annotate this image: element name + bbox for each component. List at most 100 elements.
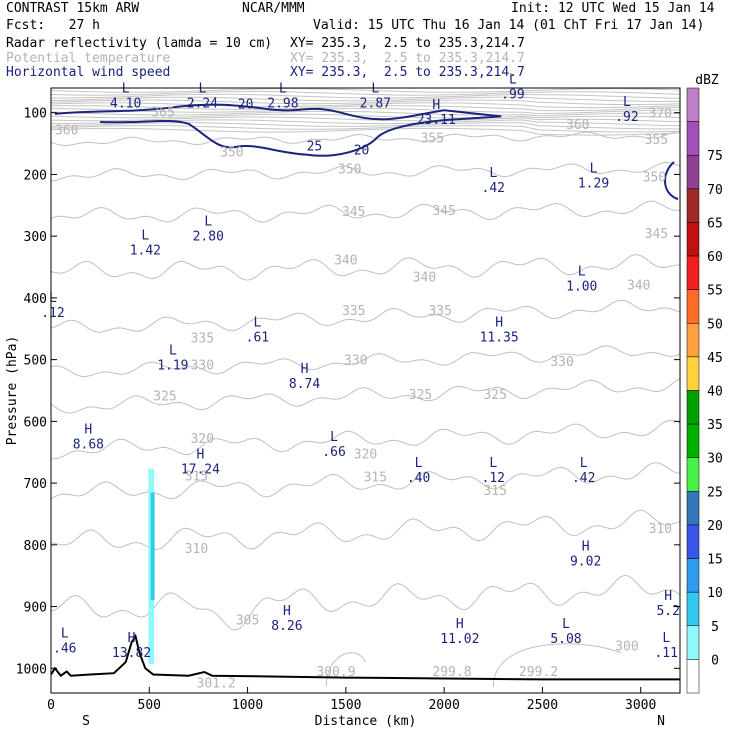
extremum-value: .92 — [615, 110, 638, 125]
theta-label: 355 — [421, 131, 444, 146]
theta-label: 355 — [645, 133, 668, 148]
theta-contour-335 — [50, 299, 681, 333]
extremum-type: H — [664, 589, 672, 604]
extremum-value: .99 — [501, 88, 524, 103]
colorbar-level-label: 45 — [707, 351, 723, 366]
colorbar-level-label: 30 — [707, 452, 723, 467]
colorbar-level-label: 65 — [707, 216, 723, 231]
theta-label: 345 — [645, 227, 668, 242]
extremum-type: L — [253, 315, 261, 330]
theta-contour — [50, 99, 681, 105]
colorbar-level-label: 15 — [707, 553, 723, 568]
theta-contour-355 — [50, 130, 681, 147]
colorbar-cell — [686, 222, 700, 257]
theta-contour — [50, 127, 681, 136]
theta-label: 320 — [354, 447, 377, 462]
colorbar-cell — [686, 591, 700, 627]
theta-label: 300 — [615, 639, 638, 654]
extremum-value: 2.87 — [360, 96, 391, 111]
colorbar-level-label: 35 — [707, 418, 723, 433]
extremum-type: L — [49, 291, 57, 306]
endpoint-right: N — [657, 714, 665, 729]
extremum-type: L — [122, 81, 130, 96]
theta-contour-350 — [50, 162, 681, 182]
theta-contour — [50, 102, 681, 109]
colorbar-level-label: 70 — [707, 183, 723, 198]
extremum-value: 2.80 — [193, 230, 224, 245]
theta-label: 350 — [220, 146, 243, 161]
extremum-value: 5.08 — [550, 632, 581, 647]
extremum-type: H — [84, 423, 92, 438]
colorbar-cell — [686, 423, 700, 458]
extremum-value: .11 — [654, 646, 677, 661]
theta-label: 345 — [342, 205, 365, 220]
extremum-type: L — [198, 81, 206, 96]
endpoint-left: S — [82, 714, 90, 729]
theta-label: 335 — [342, 304, 365, 319]
colorbar-cell — [686, 255, 700, 290]
theta-label: 370 — [649, 107, 672, 122]
extremum-type: H — [128, 631, 136, 646]
extremum-type: L — [279, 81, 287, 96]
colorbar-level-label: 60 — [707, 250, 723, 265]
field-xy-reflectivity: XY= 235.3, 2.5 to 235.3,214.7 — [290, 36, 525, 51]
theta-label: 330 — [191, 359, 214, 374]
extremum-type: L — [590, 162, 598, 177]
wind-label: 20 — [354, 144, 370, 159]
theta-contour — [50, 110, 681, 117]
theta-contour — [50, 116, 681, 123]
extremum-type: L — [415, 456, 423, 471]
x-tick-label: 2500 — [527, 698, 558, 713]
extremum-value: 5.2 — [656, 604, 679, 619]
theta-contour-305 — [50, 574, 681, 631]
x-axis-label: Distance (km) — [315, 714, 417, 729]
extremum-value: 11.02 — [440, 632, 479, 647]
colorbar-level-label: 5 — [711, 620, 719, 635]
theta-contour — [50, 124, 681, 133]
theta-contour — [50, 122, 681, 130]
theta-label: 301.2 — [197, 677, 236, 692]
field-xy-theta: XY= 235.3, 2.5 to 235.3,214.7 — [290, 51, 525, 66]
y-axis-label: Pressure (hPa) — [5, 336, 20, 446]
theta-label: 325 — [153, 389, 176, 404]
theta-contour-315 — [50, 462, 681, 500]
extremum-value: .42 — [482, 181, 505, 196]
theta-label: 330 — [550, 355, 573, 370]
field-name-reflectivity: Radar reflectivity (lamda = 10 cm) — [6, 36, 273, 51]
theta-contour-299 — [492, 643, 622, 687]
valid-time-label: Valid: 15 UTC Thu 16 Jan 14 (01 ChT Fri … — [313, 18, 705, 33]
y-tick-label: 300 — [24, 230, 47, 245]
extremum-value: .12 — [482, 471, 505, 486]
extremum-type: L — [204, 215, 212, 230]
theta-label: 320 — [191, 432, 214, 447]
theta-contour-325 — [50, 378, 681, 414]
theta-contour — [50, 105, 681, 112]
colorbar-cell — [686, 188, 700, 223]
colorbar-cell — [686, 659, 700, 694]
extremum-type: L — [562, 617, 570, 632]
extremum-type: L — [371, 81, 379, 96]
theta-isentropes — [50, 130, 681, 631]
extremum-type: L — [662, 631, 670, 646]
extremum-type: L — [169, 344, 177, 359]
theta-label: 305 — [236, 614, 259, 629]
extremum-value: 1.42 — [130, 243, 161, 258]
plot-frame — [50, 87, 681, 694]
theta-label: 335 — [428, 304, 451, 319]
wind-contour-20 — [54, 103, 502, 157]
y-tick-label: 900 — [24, 601, 47, 616]
theta-contour-340 — [50, 254, 680, 281]
colorbar-cell — [686, 323, 700, 358]
colorbar-cell — [686, 289, 700, 324]
extremum-value: 8.68 — [73, 438, 104, 453]
colorbar-cell — [686, 356, 700, 391]
theta-contour — [50, 91, 681, 96]
reflectivity-core-15dbz — [150, 492, 155, 601]
theta-label: 340 — [627, 278, 650, 293]
colorbar-cell — [686, 154, 700, 190]
extremum-value: 17.24 — [181, 462, 220, 477]
terrain-line — [50, 633, 680, 681]
extremum-value: 4.10 — [110, 96, 141, 111]
theta-label: 310 — [649, 522, 672, 537]
